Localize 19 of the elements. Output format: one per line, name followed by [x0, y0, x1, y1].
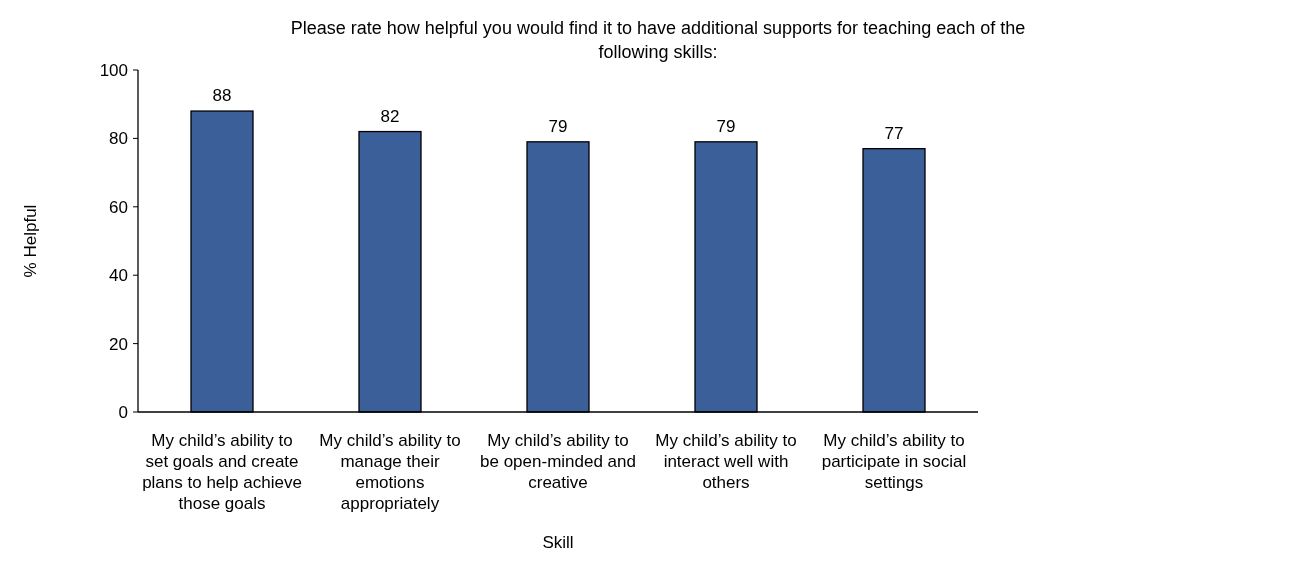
data-label: 79	[716, 116, 736, 136]
chart-title: Please rate how helpful you would find it to have additional supports for teaching each of the following skills:	[290, 18, 1026, 62]
data-label: 79	[548, 116, 568, 136]
y-tick-label: 0	[118, 402, 128, 422]
data-label: 77	[884, 123, 904, 143]
data-label: 82	[380, 106, 400, 126]
y-tick-label: 80	[109, 129, 128, 149]
y-tick-label: 60	[109, 197, 128, 217]
y-tick-label: 100	[99, 60, 128, 80]
x-tick-label: My child’s ability to participate in social settings	[821, 431, 967, 492]
x-tick-label: My child’s ability to set goals and create plans to help achieve those goals	[142, 431, 302, 513]
x-tick-label: My child’s ability to be open-minded and creative	[480, 431, 636, 492]
x-axis-title: Skill	[542, 533, 574, 552]
y-tick-label: 40	[109, 266, 128, 286]
y-tick-label: 20	[109, 334, 128, 354]
y-axis-title: % Helpful	[21, 204, 40, 278]
data-label: 88	[212, 86, 232, 106]
x-tick-label: My child’s ability to manage their emotions appropriately	[319, 431, 461, 513]
x-tick-label: My child’s ability to interact well with others	[655, 431, 797, 492]
